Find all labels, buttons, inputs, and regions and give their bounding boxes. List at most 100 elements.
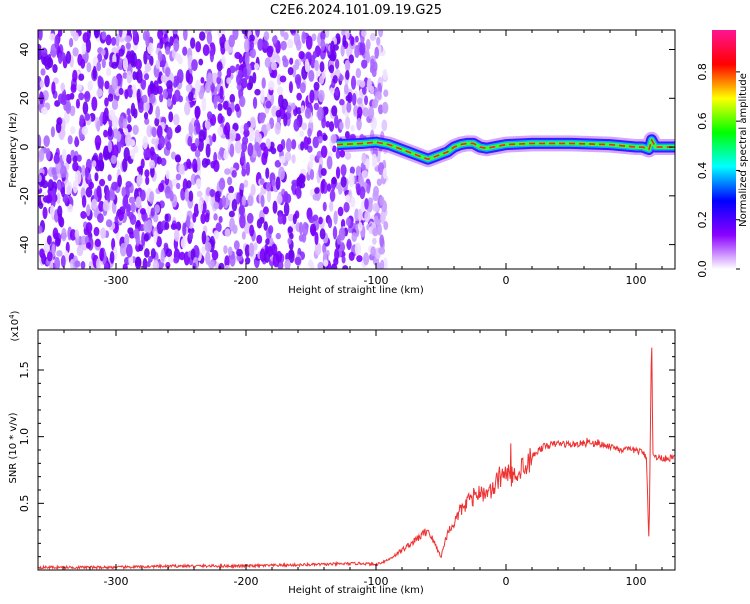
noise-blob <box>194 106 200 120</box>
noise-blob <box>354 35 359 43</box>
noise-blob <box>218 177 226 190</box>
noise-blob <box>377 162 385 176</box>
noise-blob <box>149 83 156 93</box>
noise-blob <box>329 53 336 62</box>
noise-blob <box>248 242 255 257</box>
noise-blob <box>184 188 189 202</box>
noise-blob <box>243 221 251 234</box>
noise-blob <box>118 210 124 222</box>
noise-blob <box>143 233 150 242</box>
noise-blob <box>81 164 86 177</box>
noise-blob <box>361 30 367 37</box>
noise-blob <box>164 221 170 231</box>
noise-blob <box>294 58 300 71</box>
noise-blob <box>378 246 386 255</box>
noise-blob <box>263 146 269 159</box>
noise-blob <box>79 114 85 125</box>
noise-blob <box>287 38 294 49</box>
noise-blob <box>46 57 54 69</box>
noise-blob <box>55 160 62 174</box>
noise-blob <box>196 190 203 198</box>
noise-blob <box>144 248 150 258</box>
noise-blob <box>345 60 351 72</box>
noise-blob <box>223 149 229 160</box>
noise-blob <box>128 211 135 221</box>
noise-blob <box>97 213 104 223</box>
noise-blob <box>158 182 165 193</box>
noise-blob <box>269 141 275 150</box>
noise-blob <box>382 68 388 81</box>
noise-blob <box>354 242 362 256</box>
noise-blob <box>57 52 63 64</box>
noise-blob <box>252 96 258 109</box>
noise-blob <box>348 251 355 261</box>
noise-blob <box>244 51 250 66</box>
noise-blob <box>246 212 254 224</box>
noise-blob <box>231 198 238 212</box>
noise-blob <box>241 231 246 240</box>
noise-blob <box>234 103 240 112</box>
noise-blob <box>287 226 294 234</box>
noise-blob <box>288 249 295 264</box>
noise-blob <box>135 58 142 71</box>
noise-blob <box>144 73 150 81</box>
noise-blob <box>157 50 163 62</box>
noise-blob <box>229 143 235 158</box>
noise-blob <box>140 77 147 90</box>
noise-blob <box>209 189 216 197</box>
snr-multiplier: (x104) <box>8 310 21 341</box>
noise-blob <box>180 237 186 249</box>
noise-blob <box>238 53 243 64</box>
noise-blob <box>246 82 253 91</box>
spectrogram-y-tick-label: -40 <box>18 236 31 254</box>
noise-blob <box>338 227 346 241</box>
noise-blob <box>178 251 186 261</box>
noise-blob <box>307 145 313 153</box>
noise-blob <box>229 93 236 104</box>
noise-blob <box>111 61 118 69</box>
noise-blob <box>61 148 67 162</box>
noise-blob <box>118 30 123 38</box>
noise-blob <box>254 62 260 70</box>
noise-blob <box>195 79 201 94</box>
spectrogram-x-tick-label: -300 <box>104 274 129 287</box>
noise-blob <box>195 41 202 53</box>
noise-blob <box>311 33 317 42</box>
noise-blob <box>332 226 338 240</box>
noise-blob <box>249 116 256 129</box>
noise-blob <box>190 37 196 49</box>
spectrogram-x-tick-label: 0 <box>503 274 510 287</box>
noise-blob <box>265 138 271 150</box>
noise-blob <box>204 241 212 253</box>
noise-blob <box>266 188 272 203</box>
noise-blob <box>296 185 301 200</box>
noise-blob <box>74 136 79 148</box>
noise-blob <box>283 31 289 41</box>
noise-blob <box>105 189 111 204</box>
noise-blob <box>60 165 67 178</box>
noise-blob <box>334 114 339 129</box>
snr-x-tick-label: -100 <box>364 575 389 588</box>
noise-blob <box>221 195 227 208</box>
noise-blob <box>126 70 133 84</box>
noise-blob <box>302 221 309 236</box>
noise-blob <box>136 88 141 104</box>
noise-blob <box>259 216 265 224</box>
noise-blob <box>187 73 194 85</box>
noise-blob <box>227 246 233 256</box>
noise-blob <box>287 237 292 245</box>
noise-blob <box>355 165 362 176</box>
noise-field <box>38 30 389 269</box>
noise-blob <box>182 30 188 41</box>
noise-blob <box>254 88 261 96</box>
noise-blob <box>340 44 345 57</box>
noise-blob <box>117 174 122 188</box>
noise-blob <box>349 166 355 175</box>
noise-blob <box>127 227 134 235</box>
noise-blob <box>291 154 296 164</box>
noise-blob <box>364 197 369 210</box>
noise-blob <box>379 234 385 248</box>
noise-blob <box>305 35 313 50</box>
noise-blob <box>348 54 355 64</box>
